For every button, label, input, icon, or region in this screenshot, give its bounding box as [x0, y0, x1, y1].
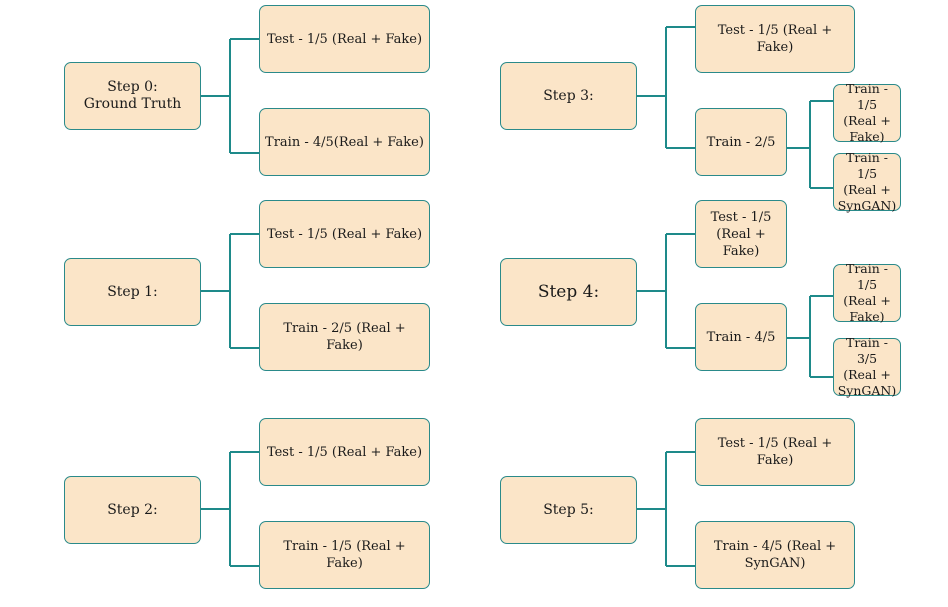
step-2-test-label: Test - 1/5 (Real + Fake): [266, 444, 423, 460]
step-4-sub-train-fake-label: Train - 1/5 (Real + Fake): [843, 261, 891, 324]
step-5-train-node: Train - 4/5 (Real + SynGAN): [695, 521, 855, 589]
step-3-sub-train-fake-node: Train - 1/5 (Real + Fake): [833, 81, 901, 144]
step-3-node: Step 3:: [500, 62, 637, 130]
step-3-test-node: Test - 1/5 (Real + Fake): [695, 5, 855, 73]
step-3-label: Step 3:: [543, 87, 594, 104]
step-5-label: Step 5:: [543, 501, 594, 518]
step-0-node: Step 0: Ground Truth: [64, 62, 201, 130]
step-4-sub-train-syngan-node: Train - 3/5 (Real + SynGAN): [833, 335, 901, 398]
step-4-sub-train-fake-node: Train - 1/5 (Real + Fake): [833, 261, 901, 324]
step-0-test-label: Test - 1/5 (Real + Fake): [266, 31, 423, 47]
step-2-train-label: Train - 1/5 (Real + Fake): [283, 539, 406, 571]
step-0-label: Step 0: Ground Truth: [83, 79, 182, 112]
connector-step-1: [201, 233, 259, 349]
connector-step-3: [637, 26, 695, 149]
step-1-test-node: Test - 1/5 (Real + Fake): [259, 200, 430, 268]
step-0-train-label: Train - 4/5(Real + Fake): [265, 134, 424, 150]
step-4-test-label: Test - 1/5 (Real + Fake): [710, 209, 772, 259]
step-5-test-label: Test - 1/5 (Real + Fake): [717, 436, 833, 468]
step-1-test-label: Test - 1/5 (Real + Fake): [266, 226, 423, 242]
connector-step-4-sub: [787, 295, 833, 378]
step-2-test-node: Test - 1/5 (Real + Fake): [259, 418, 430, 486]
step-4-label: Step 4:: [537, 281, 600, 302]
step-1-node: Step 1:: [64, 258, 201, 326]
connector-step-5: [637, 451, 695, 567]
step-4-node: Step 4:: [500, 258, 637, 326]
connector-step-0: [201, 38, 259, 154]
step-3-train-label: Train - 2/5: [706, 134, 776, 150]
step-4-sub-train-syngan-label: Train - 3/5 (Real + SynGAN): [837, 335, 897, 398]
step-3-sub-train-syngan-node: Train - 1/5 (Real + SynGAN): [833, 150, 901, 213]
step-3-train-node: Train - 2/5: [695, 108, 787, 176]
step-5-test-node: Test - 1/5 (Real + Fake): [695, 418, 855, 486]
step-4-train-node: Train - 4/5: [695, 303, 787, 371]
connector-step-2: [201, 451, 259, 567]
step-2-train-node: Train - 1/5 (Real + Fake): [259, 521, 430, 589]
step-3-sub-train-syngan-label: Train - 1/5 (Real + SynGAN): [837, 150, 897, 213]
step-1-train-node: Train - 2/5 (Real + Fake): [259, 303, 430, 371]
step-3-test-label: Test - 1/5 (Real + Fake): [717, 23, 833, 55]
step-0-train-node: Train - 4/5(Real + Fake): [259, 108, 430, 176]
connector-step-4: [637, 233, 695, 349]
step-2-node: Step 2:: [64, 476, 201, 544]
step-1-train-label: Train - 2/5 (Real + Fake): [283, 321, 406, 353]
step-5-train-label: Train - 4/5 (Real + SynGAN): [713, 539, 837, 571]
step-3-sub-train-fake-label: Train - 1/5 (Real + Fake): [843, 81, 891, 144]
step-4-test-node: Test - 1/5 (Real + Fake): [695, 200, 787, 268]
step-0-test-node: Test - 1/5 (Real + Fake): [259, 5, 430, 73]
step-1-label: Step 1:: [107, 283, 158, 300]
step-4-train-label: Train - 4/5: [706, 329, 776, 345]
step-2-label: Step 2:: [107, 501, 158, 518]
step-5-node: Step 5:: [500, 476, 637, 544]
connector-step-3-sub: [787, 100, 833, 189]
